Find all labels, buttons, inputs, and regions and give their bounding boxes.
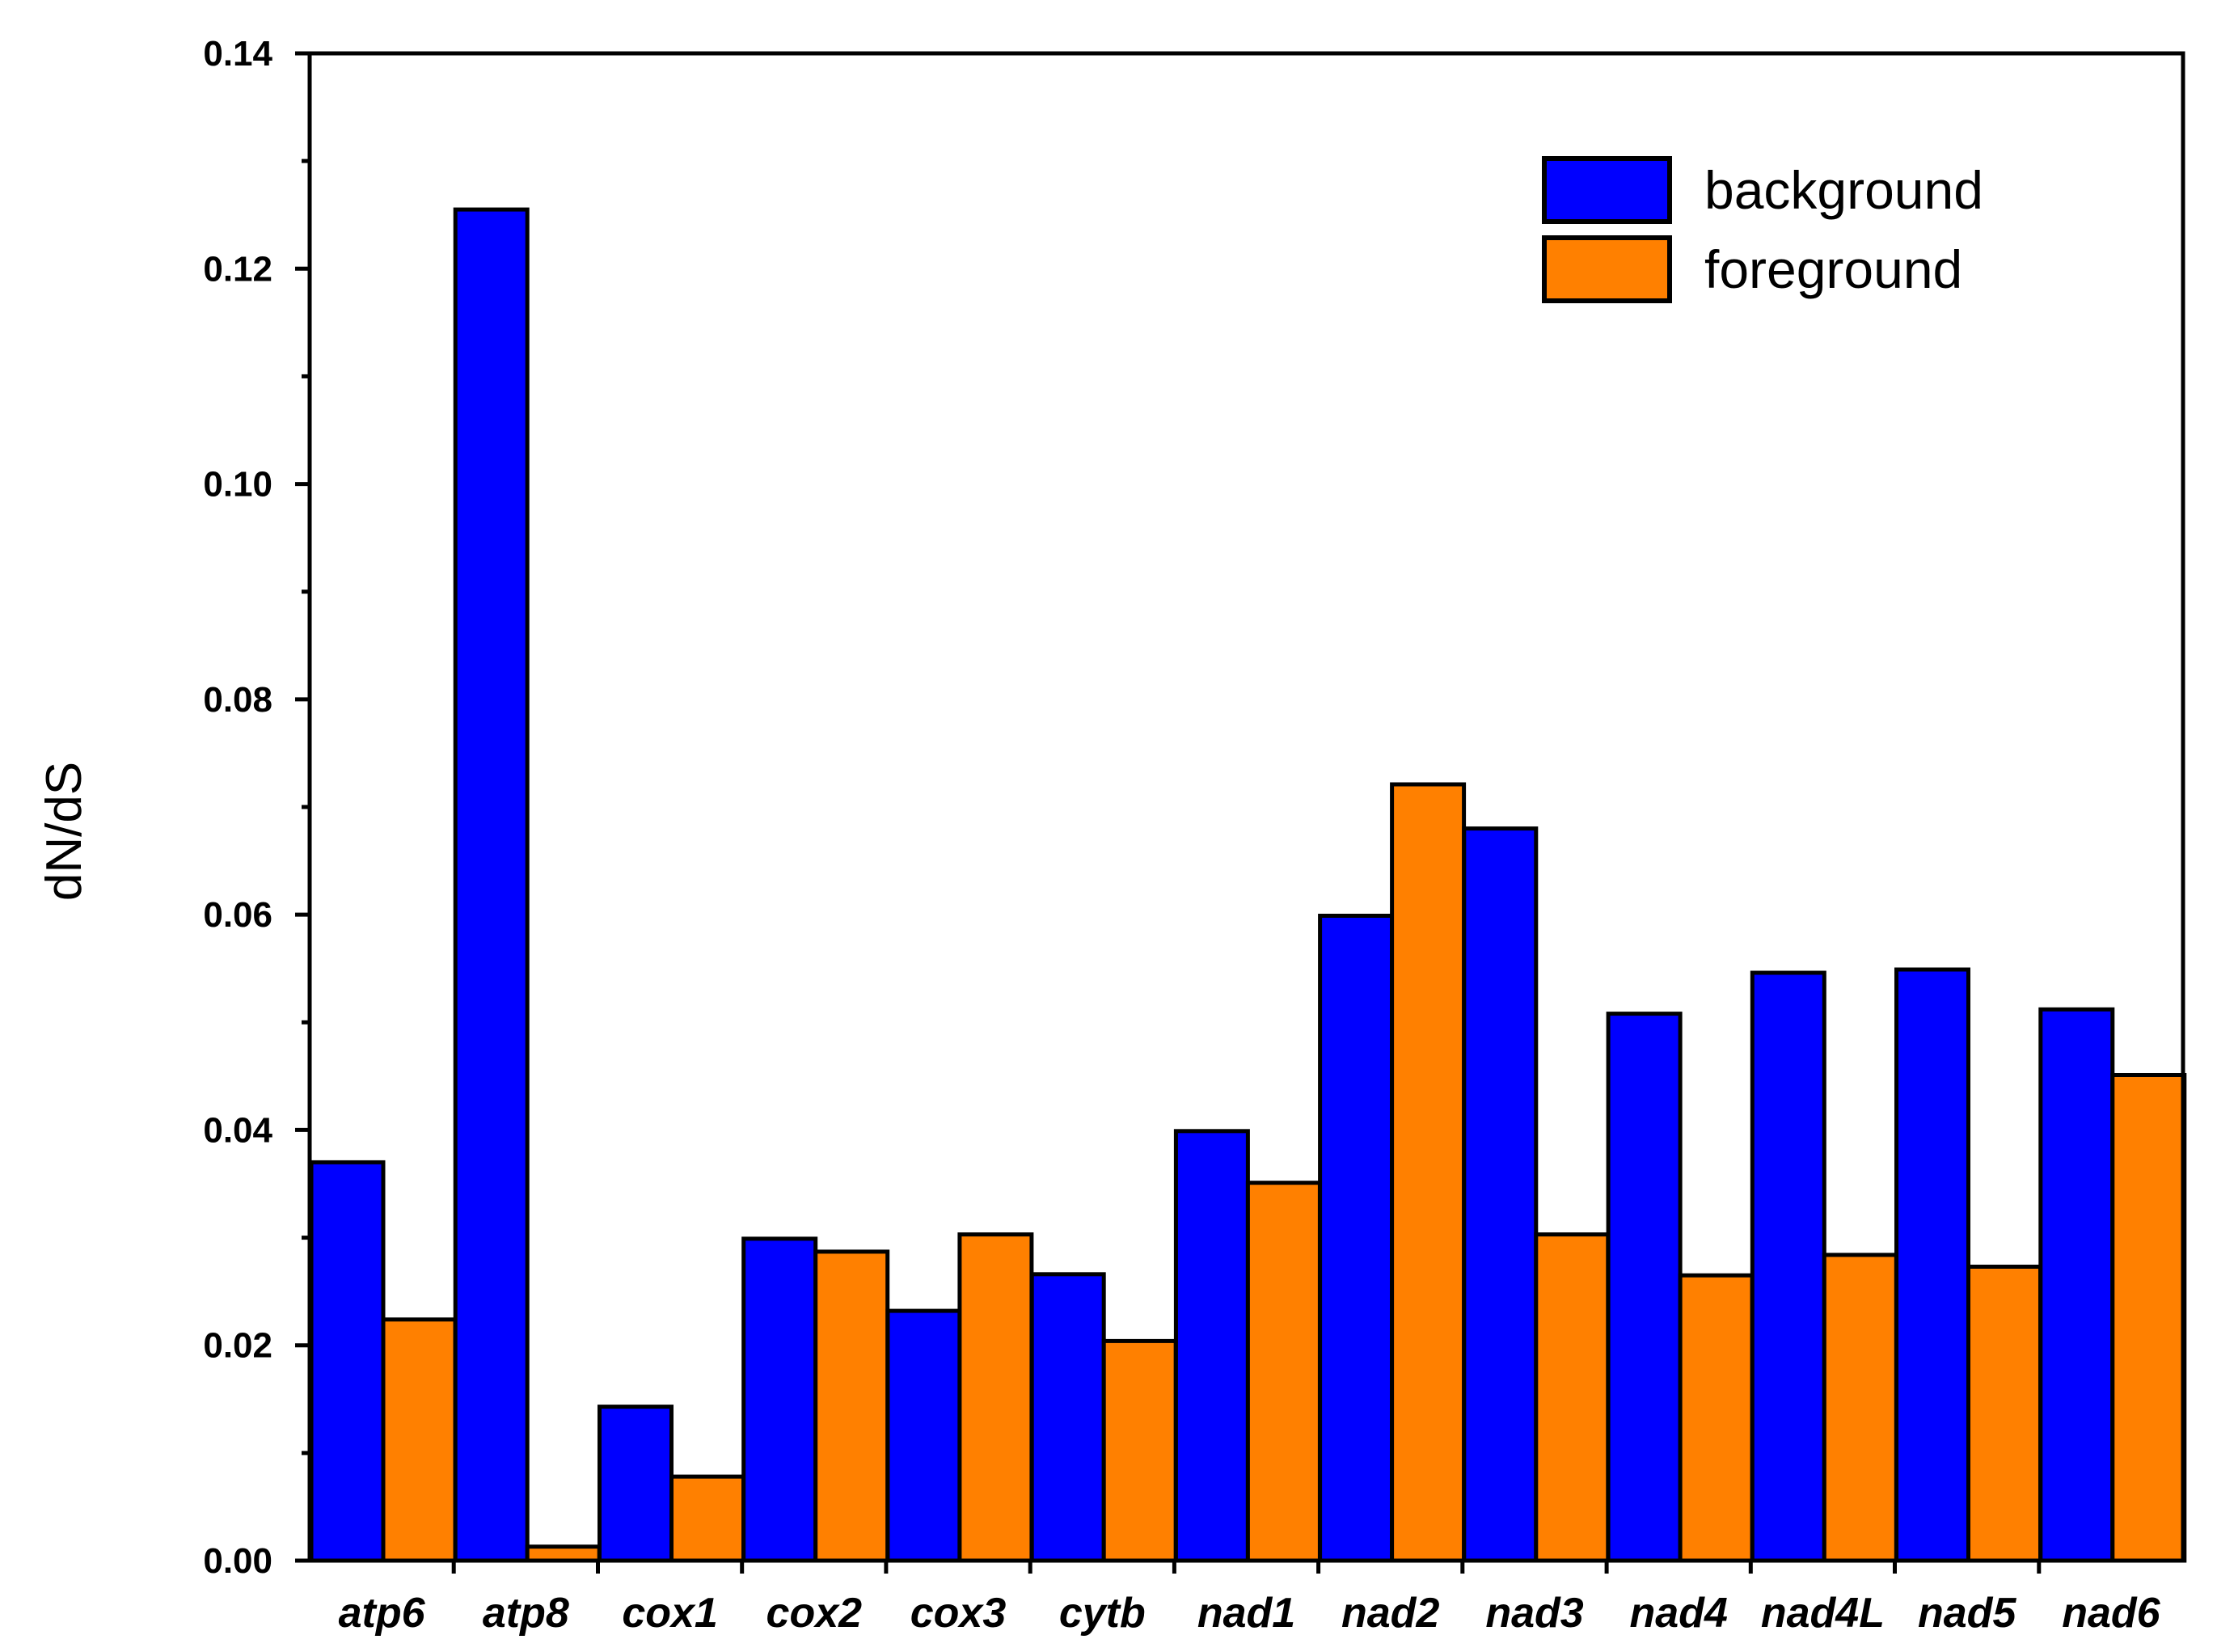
x-tick-label: cox3 [910, 1590, 1007, 1637]
x-tick-label: nad4 [1630, 1590, 1728, 1637]
bar-background-nad1 [1173, 1129, 1250, 1563]
bar-foreground-cox2 [813, 1249, 890, 1563]
y-tick-label: 0.12 [203, 249, 272, 289]
axes-layer [295, 51, 2185, 1574]
bar-background-nad2 [1318, 914, 1395, 1563]
legend: background foreground [1542, 156, 1983, 303]
bar-background-cox2 [741, 1236, 818, 1563]
bar-foreground-atp8 [525, 1544, 602, 1563]
bar-foreground-cox1 [669, 1474, 745, 1563]
bar-background-nad3 [1462, 826, 1539, 1563]
bar-background-cox1 [598, 1405, 674, 1563]
bars-layer [309, 207, 2187, 1563]
bar-foreground-nad3 [1534, 1232, 1611, 1563]
x-tick-label: nad2 [1341, 1590, 1439, 1637]
y-tick-label: 0.10 [203, 465, 272, 505]
bar-foreground-nad1 [1245, 1181, 1322, 1563]
legend-label-foreground: foreground [1704, 239, 1962, 299]
bar-foreground-nad6 [2110, 1073, 2187, 1563]
bar-foreground-cox3 [957, 1232, 1034, 1563]
bar-foreground-nad4 [1678, 1273, 1755, 1563]
bar-background-nad4L [1750, 970, 1826, 1563]
bar-background-atp6 [309, 1160, 386, 1563]
bar-background-nad5 [1894, 967, 1970, 1563]
bar-background-cytb [1029, 1272, 1106, 1563]
bar-foreground-atp6 [381, 1317, 458, 1563]
legend-swatch-background [1542, 156, 1672, 224]
bar-foreground-cytb [1101, 1338, 1178, 1563]
y-tick-label: 0.14 [203, 34, 272, 74]
y-tick-label: 0.06 [203, 895, 272, 935]
labels-layer: atp6 atp8 cox1 cox2 cox3 cytb nad1 nad2 nad3 nad4… [203, 34, 2160, 1637]
bar-foreground-nad5 [1966, 1265, 2042, 1563]
legend-label-background: background [1704, 160, 1983, 220]
x-tick-label: atp6 [339, 1590, 426, 1637]
bar-background-nad6 [2038, 1007, 2115, 1563]
bar-background-atp8 [453, 207, 530, 1563]
y-axis-title: dN/dS [36, 762, 92, 901]
x-tick-label: nad5 [1918, 1590, 2016, 1637]
y-tick-label: 0.04 [203, 1110, 272, 1150]
bar-background-cox3 [885, 1308, 962, 1563]
y-tick-label: 0.02 [203, 1326, 272, 1366]
x-tick-label: nad6 [2062, 1590, 2160, 1637]
x-tick-label: cox1 [622, 1590, 718, 1637]
bar-foreground-nad2 [1390, 782, 1467, 1563]
y-tick-label: 0.08 [203, 680, 272, 720]
x-tick-label: nad3 [1485, 1590, 1583, 1637]
bar-foreground-nad4L [1822, 1253, 1898, 1563]
x-tick-label: nad4L [1761, 1590, 1885, 1637]
bar-background-nad4 [1606, 1012, 1683, 1563]
x-tick-label: cox2 [766, 1590, 863, 1637]
legend-swatch-foreground [1542, 235, 1672, 303]
y-tick-label: 0.00 [203, 1541, 272, 1581]
x-tick-label: nad1 [1197, 1590, 1295, 1637]
x-tick-label: cytb [1059, 1590, 1146, 1637]
x-tick-label: atp8 [483, 1590, 569, 1637]
